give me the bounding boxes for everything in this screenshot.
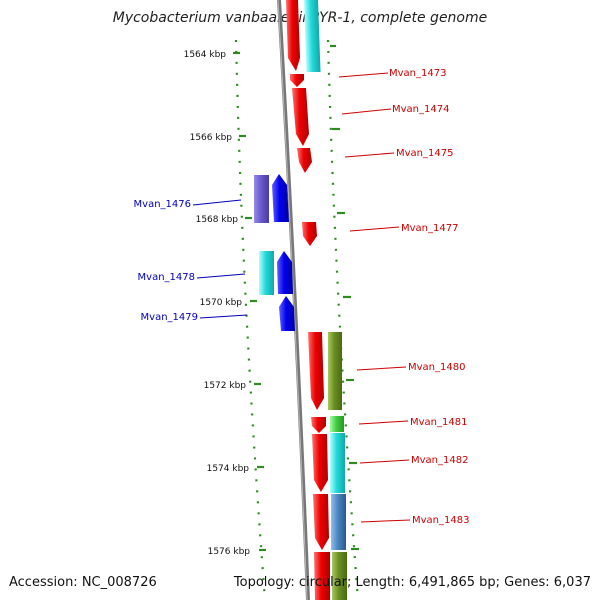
scale-label: 1568 kbp <box>196 215 239 225</box>
gene-label[interactable]: Mvan_1473 <box>389 68 446 79</box>
gene-label[interactable]: Mvan_1479 <box>141 312 198 323</box>
cds-arrow[interactable] <box>290 74 304 87</box>
gene-label[interactable]: Mvan_1477 <box>401 223 458 234</box>
scale-labels: 1564 kbp 1566 kbp 1568 kbp 1570 kbp 1572… <box>184 50 251 557</box>
gene-label[interactable]: Mvan_1474 <box>392 104 449 115</box>
map-title: Mycobacterium vanbaalenii PYR-1, complet… <box>112 10 488 26</box>
cog-block[interactable] <box>330 433 345 493</box>
gene-label[interactable]: Mvan_1480 <box>408 362 465 373</box>
cds-arrow[interactable] <box>286 0 300 71</box>
cog-block[interactable] <box>328 332 342 410</box>
cog-block[interactable] <box>332 552 347 600</box>
cds-arrow[interactable] <box>292 88 309 146</box>
cds-arrow[interactable] <box>279 296 295 331</box>
cds-arrow[interactable] <box>297 148 312 173</box>
gene-label[interactable]: Mvan_1482 <box>411 455 468 466</box>
cds-arrow[interactable] <box>312 434 328 492</box>
reverse-cog-track <box>254 175 274 295</box>
scale-label: 1570 kbp <box>200 298 243 308</box>
gene-label[interactable]: Mvan_1475 <box>396 148 453 159</box>
genome-summary-text: Topology: circular; Length: 6,491,865 bp… <box>233 575 591 590</box>
gene-label[interactable]: Mvan_1483 <box>412 515 469 526</box>
scale-label: 1576 kbp <box>208 547 251 557</box>
cds-arrow[interactable] <box>308 332 324 410</box>
cog-block[interactable] <box>254 175 269 223</box>
cds-arrow[interactable] <box>311 417 326 433</box>
inner-dotted-ring <box>234 39 267 600</box>
genome-backbone <box>277 0 310 600</box>
gene-label[interactable]: Mvan_1476 <box>134 199 191 210</box>
cds-arrow[interactable] <box>277 251 293 294</box>
cog-block[interactable] <box>330 416 344 432</box>
cog-block[interactable] <box>259 251 274 295</box>
scale-label: 1574 kbp <box>207 464 250 474</box>
forward-gene-labels: Mvan_1473 Mvan_1474 Mvan_1475 Mvan_1477 … <box>338 68 469 526</box>
accession-text: Accession: NC_008726 <box>9 575 157 590</box>
forward-cog-track <box>304 0 347 600</box>
cds-arrow[interactable] <box>314 552 330 600</box>
scale-label: 1564 kbp <box>184 50 227 60</box>
genome-backbone-highlight <box>277 0 308 600</box>
reverse-gene-labels: Mvan_1476 Mvan_1478 Mvan_1479 <box>134 199 248 323</box>
scale-label: 1572 kbp <box>204 381 247 391</box>
cds-arrow[interactable] <box>272 174 289 222</box>
forward-cds-track <box>286 0 330 600</box>
gene-label[interactable]: Mvan_1478 <box>138 272 195 283</box>
cds-arrow[interactable] <box>313 494 329 550</box>
cog-block[interactable] <box>331 494 346 550</box>
scale-label: 1566 kbp <box>190 133 233 143</box>
cog-block[interactable] <box>304 0 321 72</box>
cds-arrow[interactable] <box>302 222 317 246</box>
gene-label[interactable]: Mvan_1481 <box>410 417 467 428</box>
major-ticks <box>233 44 359 552</box>
reverse-cds-track <box>272 174 295 331</box>
